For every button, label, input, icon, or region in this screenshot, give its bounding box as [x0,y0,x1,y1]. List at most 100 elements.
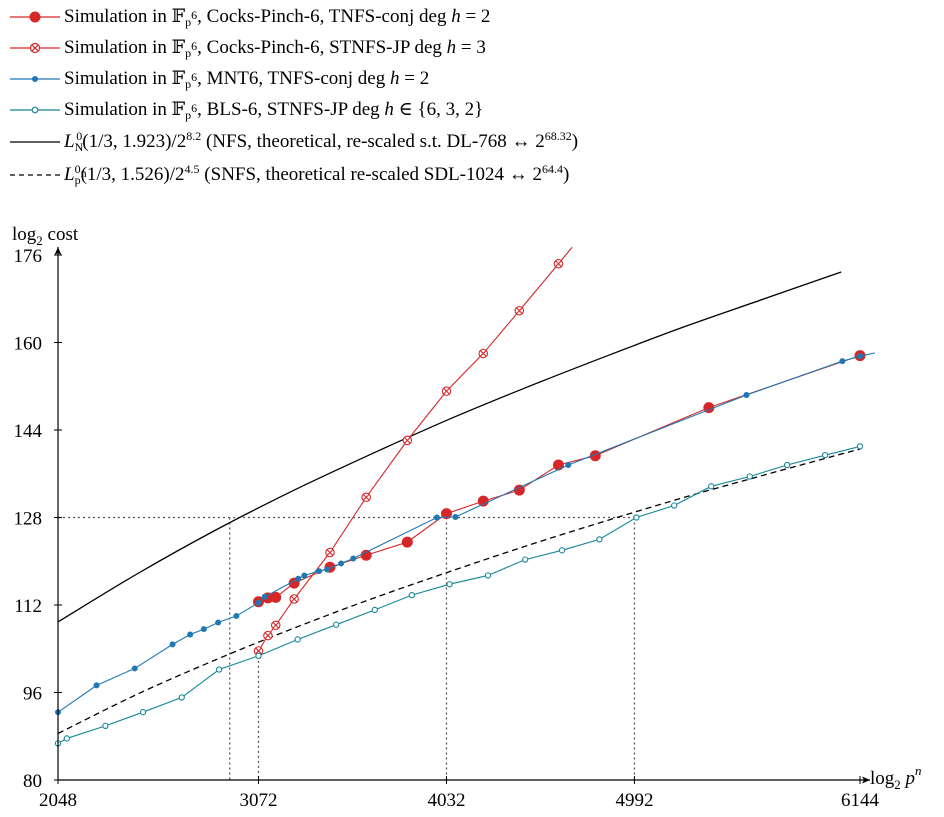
data-series [54,246,875,747]
point-mnt6 [565,462,572,468]
point-bls6 [708,483,715,490]
point-cp6_stnfs-cross [443,387,450,395]
legend-swatch-cp6-tnfs [10,11,60,23]
point-mnt6 [338,560,345,567]
point-mnt6 [255,599,262,606]
point-cp6_stnfs [289,594,299,604]
x-tick-label: 4992 [615,790,653,811]
point-cp6_tnfs [270,591,282,603]
legend-label-bls6: Simulation in 𝔽p6, BLS-6, STNFS-JP deg h… [64,98,484,122]
point-bls6 [333,621,340,628]
point-cp6_stnfs-cross [479,350,487,357]
point-mnt6 [324,566,331,573]
point-mnt6 [131,665,138,672]
point-cp6_stnfs-cross [515,307,523,315]
point-bls6 [255,652,262,660]
point-cp6_stnfs [325,547,335,558]
legend-entry-mnt6: Simulation in 𝔽p6, MNT6, TNFS-conj deg h… [8,64,429,94]
legend-label-snfs: Lpn0(1/3, 1.526)/24.5 (SNFS, theoretical… [64,162,570,187]
legend-entry-bls6: Simulation in 𝔽p6, BLS-6, STNFS-JP deg h… [8,95,483,125]
point-bls6 [596,536,603,543]
y-tick-label: 176 [14,246,43,267]
point-cp6_tnfs [552,459,564,471]
series-line-cp6_stnfs [258,246,573,652]
point-bls6 [178,694,185,701]
legend: Simulation in 𝔽p6, Cocks-Pinch-6, TNFS-c… [0,0,944,210]
point-mnt6 [215,619,222,626]
axes: 2048 3072 4032 4992 61448096112128144160176l… [12,224,922,811]
point-cp6_tnfs [360,549,372,561]
point-bls6 [294,636,301,643]
point-bls6 [746,473,753,480]
point-cp6_stnfs [270,620,281,630]
point-bls6 [522,556,529,563]
point-mnt6 [452,513,459,520]
x-tick-label: 4032 [427,790,465,811]
point-mnt6 [743,392,750,398]
point-bls6 [63,735,70,742]
point-mnt6 [261,593,268,600]
y-axis-label: log2 cost [12,224,79,248]
reference-lines [58,516,636,780]
point-cp6_tnfs [477,495,489,507]
point-bls6 [408,592,415,599]
point-cp6_tnfs [440,508,452,520]
point-bls6 [671,502,678,509]
point-cp6_stnfs [478,348,489,359]
point-cp6_stnfs [441,386,452,396]
point-mnt6 [839,358,846,365]
series-line-snfs [58,448,861,735]
point-cp6_stnfs-cross [326,549,334,556]
legend-label-nfs: LN0(1/3, 1.923)/28.2 (NFS, theoretical, … [64,129,579,154]
x-tick-label: 6144 [841,790,880,811]
point-bls6 [784,461,791,469]
legend-label-cp6-stnfs: Simulation in 𝔽p6, Cocks-Pinch-6, STNFS-… [64,36,486,60]
point-cp6_stnfs-cross [264,632,272,640]
legend-swatch-mnt6 [10,76,60,82]
y-axis-arrow [54,247,62,255]
point-cp6_stnfs-cross [555,260,562,268]
legend-swatch-nfs [10,141,60,143]
legend-swatch-bls6 [10,106,60,114]
point-bls6 [215,666,223,673]
series-line-cp6_tnfs [258,355,861,603]
point-cp6_stnfs-cross [290,595,298,603]
point-mnt6 [233,612,240,619]
point-cp6_tnfs [401,536,413,548]
point-mnt6 [200,626,207,633]
point-bls6 [102,722,109,730]
legend-swatch-cp6-stnfs [10,42,60,54]
y-tick-label: 80 [23,771,42,792]
y-tick-label: 96 [23,684,42,705]
point-cp6_stnfs [553,258,564,269]
series-line-nfs [58,271,842,623]
y-tick-label: 160 [14,334,43,355]
point-bls6 [821,452,829,459]
point-mnt6 [301,572,308,579]
y-tick-label: 128 [14,509,43,530]
point-cp6_stnfs [514,306,525,316]
point-cp6_stnfs [402,435,413,446]
legend-entry-nfs: LN0(1/3, 1.923)/28.2 (NFS, theoretical, … [8,127,578,157]
x-axis-arrow [862,776,870,784]
point-bls6 [633,514,640,521]
legend-entry-cp6-stnfs: Simulation in 𝔽p6, Cocks-Pinch-6, STNFS-… [8,33,486,63]
point-bls6 [139,709,147,716]
x-tick-label: 2048 [39,790,77,811]
point-bls6 [558,547,566,554]
point-mnt6 [295,575,302,582]
series-line-mnt6 [57,352,875,713]
theoretical-curves [58,271,861,735]
legend-label-cp6-tnfs: Simulation in 𝔽p6, Cocks-Pinch-6, TNFS-c… [64,5,491,29]
point-mnt6 [857,353,863,360]
point-cp6_tnfs [513,484,525,496]
point-bls6 [446,581,453,588]
point-cp6_stnfs-cross [255,647,262,655]
point-mnt6 [350,555,357,562]
legend-entry-cp6-tnfs: Simulation in 𝔽p6, Cocks-Pinch-6, TNFS-c… [8,2,490,32]
point-cp6_stnfs-cross [272,621,280,629]
y-tick-label: 112 [14,596,42,617]
point-mnt6 [169,641,176,648]
point-mnt6 [187,631,194,638]
